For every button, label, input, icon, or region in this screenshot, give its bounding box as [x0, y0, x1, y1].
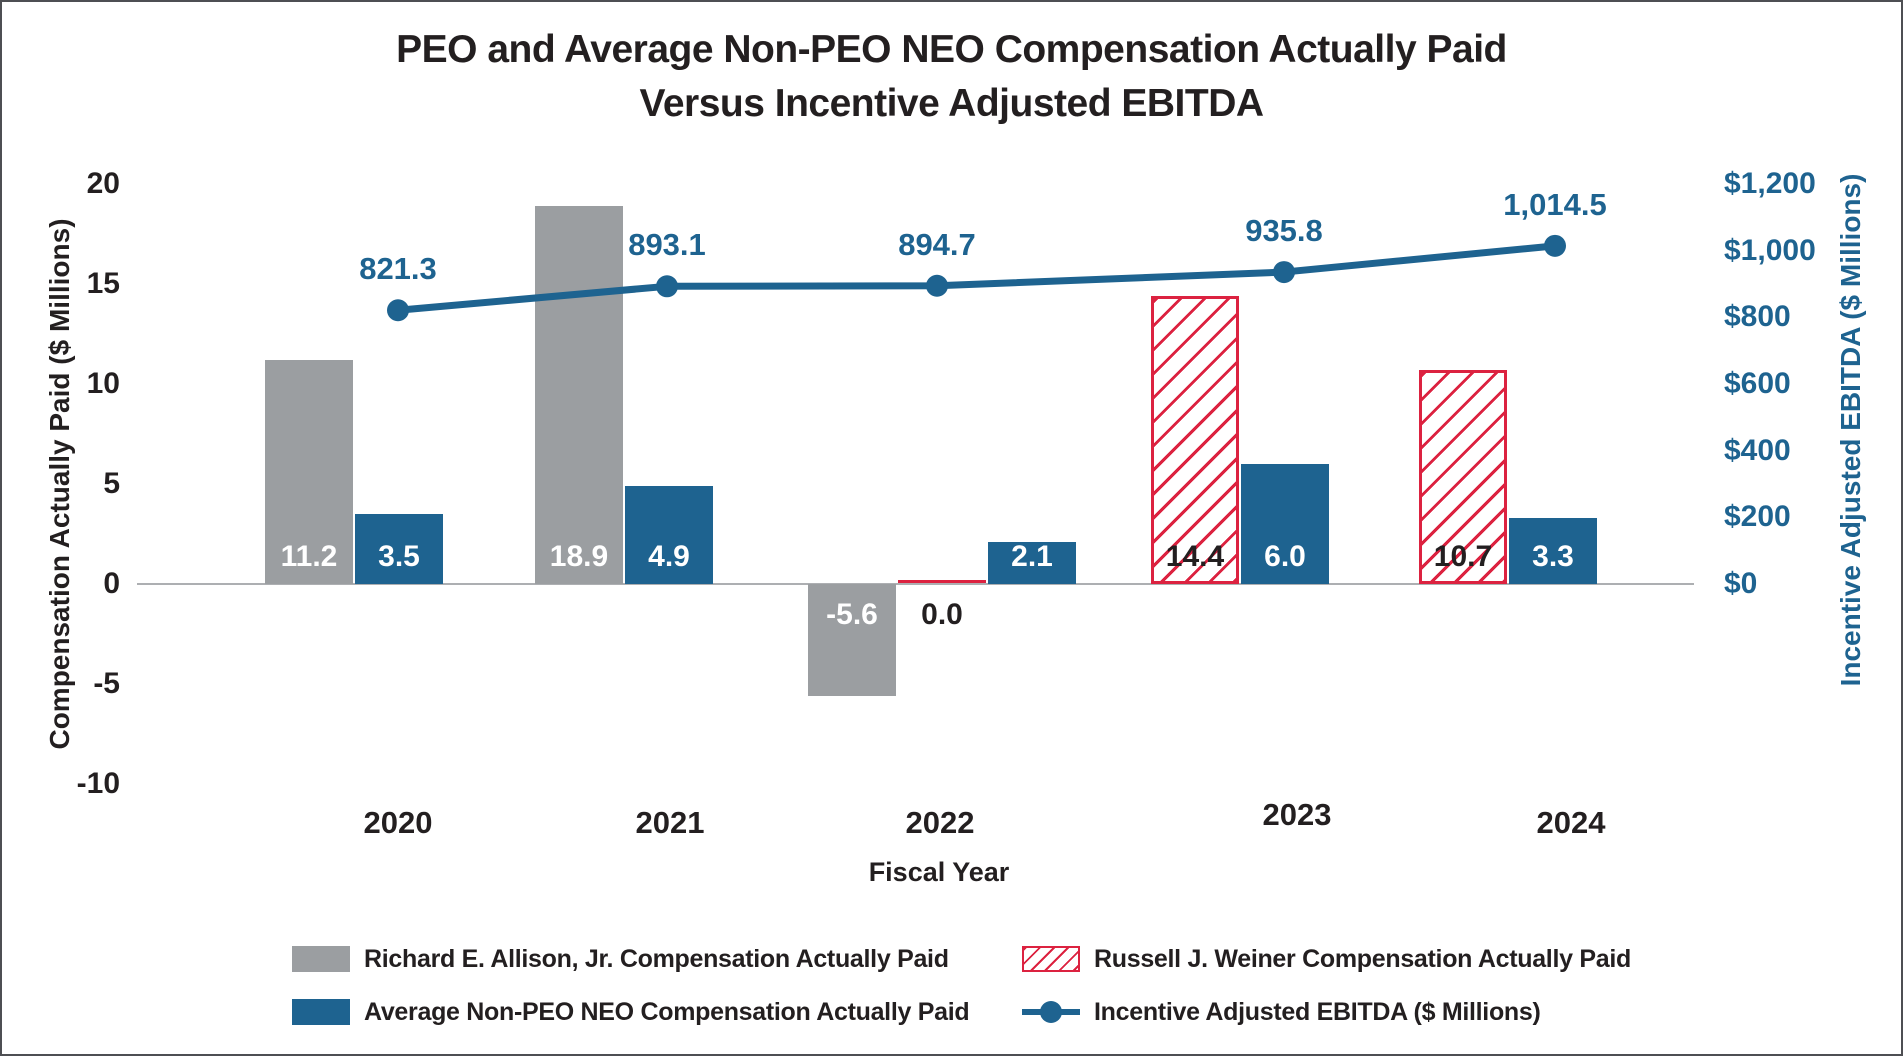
bar-label: 0.0 — [921, 598, 963, 631]
bar-red_hatch-2024 — [1419, 370, 1507, 584]
left-axis-tick-20: 20 — [86, 167, 120, 200]
left-axis-tick--10: -10 — [76, 767, 120, 800]
line-label-2024: 1,014.5 — [1503, 186, 1607, 222]
x-axis-title: Fiscal Year — [868, 857, 1010, 887]
x-axis-label-2020: 2020 — [363, 805, 433, 840]
line-legend-marker-dot — [1040, 1001, 1062, 1023]
legend-label: Russell J. Weiner Compensation Actually … — [1094, 945, 1631, 973]
bar-label: 2.1 — [1011, 540, 1053, 573]
bar-label: 10.7 — [1433, 540, 1493, 573]
gray-legend-swatch — [292, 946, 350, 972]
red-hatch-legend-swatch — [1022, 946, 1080, 972]
bar-blue-2022 — [988, 542, 1076, 584]
x-axis-label-2023: 2023 — [1262, 797, 1332, 832]
bar-gray-2022 — [808, 584, 896, 696]
bar-gray-2020 — [265, 360, 353, 584]
x-axis-label-2024: 2024 — [1536, 805, 1606, 840]
line-label-2020: 821.3 — [359, 251, 437, 287]
right-axis-tick-$1,200: $1,200 — [1724, 167, 1816, 200]
chart-title-line1: PEO and Average Non-PEO NEO Compensation… — [396, 28, 1507, 71]
bar-blue-2023 — [1241, 464, 1329, 584]
right-axis-tick-$400: $400 — [1724, 433, 1791, 467]
bar-label: -5.6 — [826, 598, 878, 631]
left-axis-tick-10: 10 — [86, 367, 120, 400]
bar-blue-2021 — [625, 486, 713, 584]
chart-title-line2: Versus Incentive Adjusted EBITDA — [639, 82, 1264, 125]
x-axis-zero-line — [137, 583, 1694, 585]
right-axis-tick-$200: $200 — [1724, 500, 1791, 534]
right-axis-tick-$1,000: $1,000 — [1724, 233, 1816, 267]
left-axis-tick--5: -5 — [93, 667, 120, 700]
line-label-2021: 893.1 — [628, 227, 706, 263]
blue-legend-swatch — [292, 999, 350, 1025]
line-label-2023: 935.8 — [1245, 213, 1323, 249]
bar-label: 18.9 — [549, 540, 609, 573]
bar-blue-2020 — [355, 514, 443, 584]
bar-label: 3.5 — [378, 540, 420, 573]
bar-blue-2024 — [1509, 518, 1597, 584]
line-label-2022: 894.7 — [898, 226, 976, 262]
x-axis-label-2021: 2021 — [635, 805, 705, 840]
legend-label: Average Non-PEO NEO Compensation Actuall… — [364, 998, 970, 1026]
bar-label: 6.0 — [1264, 540, 1306, 573]
right-axis-tick-$800: $800 — [1724, 300, 1791, 334]
legend-label: Richard E. Allison, Jr. Compensation Act… — [364, 945, 949, 973]
bar-label: 4.9 — [648, 540, 690, 573]
bar-label: 14.4 — [1165, 540, 1225, 573]
left-axis-tick-0: 0 — [103, 567, 120, 600]
bar-label: 11.2 — [280, 540, 338, 573]
right-axis-tick-$600: $600 — [1724, 367, 1791, 400]
bar-red_hatch-2023 — [1151, 296, 1239, 584]
x-axis-label-2022: 2022 — [905, 805, 975, 840]
left-axis-tick-15: 15 — [86, 267, 120, 300]
left-axis-tick-5: 5 — [103, 467, 120, 500]
bar-label: 3.3 — [1532, 540, 1574, 573]
bar-red_hatch-2022-zero — [898, 580, 986, 583]
legend-label: Incentive Adjusted EBITDA ($ Millions) — [1094, 998, 1541, 1026]
right-axis-tick-$0: $0 — [1724, 567, 1758, 600]
